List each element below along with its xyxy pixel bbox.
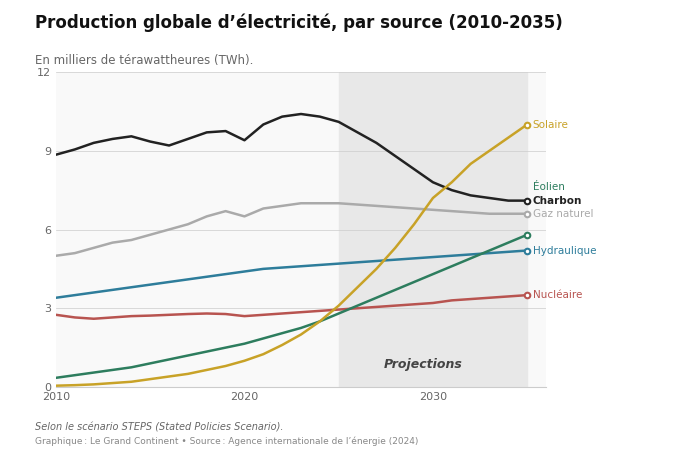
Text: Projections: Projections bbox=[384, 358, 463, 371]
Text: En milliers de térawattheures (TWh).: En milliers de térawattheures (TWh). bbox=[35, 54, 253, 67]
Text: Production globale d’électricité, par source (2010-2035): Production globale d’électricité, par so… bbox=[35, 14, 563, 32]
Text: Charbon: Charbon bbox=[533, 196, 582, 206]
Bar bbox=[339, 72, 527, 387]
Text: Éolien: Éolien bbox=[533, 183, 565, 193]
Text: Nucléaire: Nucléaire bbox=[533, 290, 582, 300]
Text: Selon le scénario STEPS (Stated Policies Scenario).: Selon le scénario STEPS (Stated Policies… bbox=[35, 423, 284, 433]
Text: Solaire: Solaire bbox=[533, 120, 568, 130]
Text: Graphique : Le Grand Continent • Source : Agence internationale de l’énergie (20: Graphique : Le Grand Continent • Source … bbox=[35, 436, 419, 446]
Text: Hydraulique: Hydraulique bbox=[533, 246, 596, 256]
Text: Gaz naturel: Gaz naturel bbox=[533, 209, 594, 219]
